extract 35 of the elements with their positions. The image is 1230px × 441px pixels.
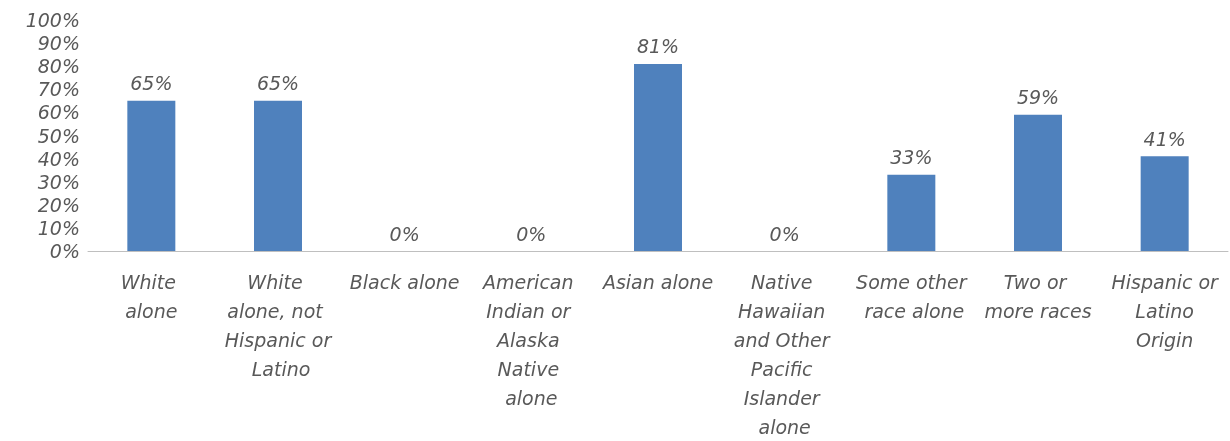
y-tick-label: 40% [37, 147, 80, 170]
bar [254, 100, 302, 251]
x-tick-label: American Indian or Alaska Native alone [481, 270, 580, 409]
y-tick-label: 60% [37, 101, 80, 124]
bar [127, 100, 176, 251]
data-label: 65% [256, 72, 300, 95]
y-tick-label: 80% [37, 55, 80, 78]
y-tick-label: 100% [25, 9, 80, 31]
x-tick-label: Asian alone [600, 270, 714, 293]
y-tick-label: 10% [37, 216, 80, 239]
data-label: 33% [890, 146, 933, 169]
y-tick-label: 0% [49, 240, 80, 262]
x-tick-label: Native Hawaiian and Other Pacific Islander alone [733, 270, 836, 438]
data-label: 0% [769, 222, 800, 245]
data-label: 81% [636, 35, 680, 58]
x-tick-label: Two or more races [984, 270, 1092, 322]
bar [887, 174, 936, 251]
x-tick-label: Black alone [349, 270, 460, 293]
y-tick-label: 90% [37, 32, 80, 55]
y-tick-label: 70% [37, 78, 80, 101]
data-label: 59% [1016, 86, 1060, 109]
x-tick-label: Hispanic or Latino Origin [1111, 270, 1220, 351]
bar [1014, 114, 1062, 251]
data-label: 41% [1143, 127, 1186, 150]
y-tick-label: 50% [37, 124, 80, 147]
bar [1140, 156, 1189, 251]
x-tick-label: Some other race alone [856, 270, 968, 322]
data-label: 65% [130, 72, 173, 95]
bar [634, 63, 682, 251]
x-tick-label: White alone [120, 270, 182, 322]
data-label: 0% [389, 222, 420, 245]
x-tick-label: White alone, not Hispanic or Latino [224, 270, 333, 380]
data-label: 0% [516, 222, 547, 245]
y-tick-label: 20% [37, 193, 80, 216]
y-tick-label: 30% [37, 170, 80, 193]
